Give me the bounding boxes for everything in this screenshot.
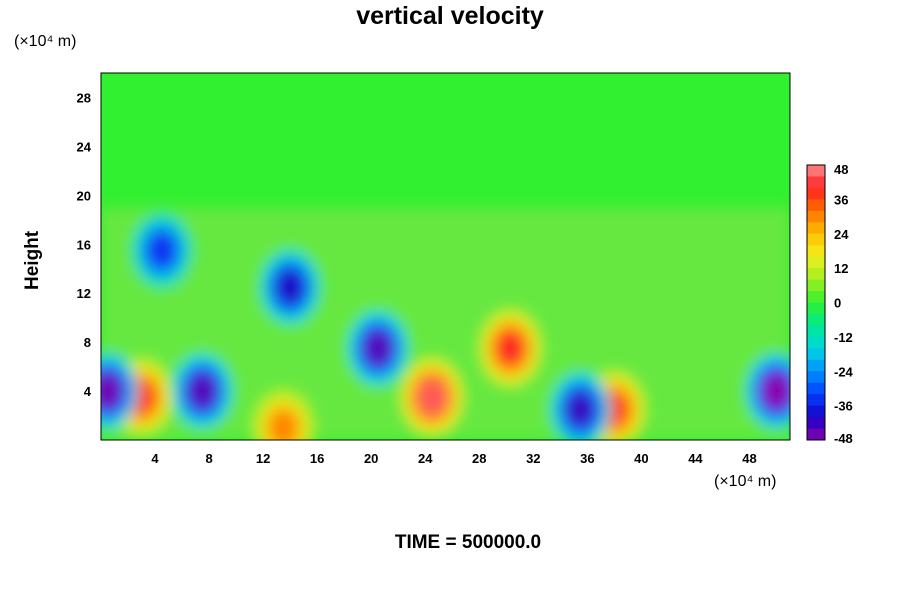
plot-area: [101, 73, 790, 440]
x-tick-label: 32: [526, 451, 540, 466]
colorbar-segment: [807, 336, 825, 349]
y-tick-label: 24: [77, 139, 92, 154]
colorbar-tick-label: -12: [834, 330, 853, 345]
x-tick-label: 4: [151, 451, 159, 466]
field-contour: [101, 372, 123, 410]
x-tick-label: 16: [310, 451, 324, 466]
colorbar-tick-label: 36: [834, 192, 848, 207]
y-tick-label: 28: [77, 90, 91, 105]
y-tick-label: 16: [77, 237, 91, 252]
field-contour: [565, 390, 596, 429]
x-tick-label: 36: [580, 451, 594, 466]
x-unit-label: (×10⁴ m): [714, 473, 777, 490]
colorbar-segment: [807, 256, 825, 269]
y-tick-label: 20: [77, 188, 91, 203]
colorbar-segment: [807, 405, 825, 418]
colorbar-segment: [807, 233, 825, 246]
colorbar-segment: [807, 325, 825, 338]
field-contour: [146, 231, 177, 270]
colorbar-segment: [807, 210, 825, 223]
colorbar-frame: [806, 164, 826, 441]
colorbar-segment: [807, 428, 825, 441]
colorbar-tick-label: 24: [834, 227, 849, 242]
colorbar-segment: [807, 199, 825, 212]
colorbar-segment: [807, 371, 825, 384]
x-tick-label: 8: [205, 451, 212, 466]
colorbar-segment: [807, 382, 825, 395]
y-tick-label: 4: [84, 384, 92, 399]
chart-title: vertical velocity: [356, 2, 544, 30]
field-contour: [761, 372, 790, 410]
x-tick-label: 28: [472, 451, 486, 466]
plot-frame: [100, 72, 791, 441]
colorbar-tick-label: 0: [834, 296, 841, 311]
x-tick-label: 44: [688, 451, 703, 466]
colorbar-segment: [807, 359, 825, 372]
field-contour: [362, 329, 393, 367]
field-contour: [275, 268, 306, 306]
y-tick-label: 12: [77, 286, 91, 301]
field-contour: [495, 329, 526, 367]
colorbar-segment: [807, 176, 825, 189]
x-tick-label: 12: [256, 451, 270, 466]
x-tick-label: 24: [418, 451, 433, 466]
colorbar-tick-label: -24: [834, 364, 854, 379]
colorbar-segment: [807, 165, 825, 177]
colorbar-tick-label: 12: [834, 261, 848, 276]
colorbar-segment: [807, 187, 825, 200]
colorbar-segment: [807, 268, 825, 281]
x-tick-label: 48: [742, 451, 756, 466]
colorbar-tick-label: -36: [834, 399, 853, 414]
colorbar-segment: [807, 291, 825, 303]
colorbar-tick-label: 48: [834, 162, 848, 177]
colorbar-segment: [807, 302, 825, 315]
colorbar-segment: [807, 394, 825, 407]
field-contour: [187, 372, 218, 410]
colorbar-segment: [807, 279, 825, 292]
field-contour: [416, 378, 447, 416]
field-contour: [268, 409, 299, 440]
y-tick-label: 8: [84, 335, 91, 350]
lower-field: [101, 207, 790, 440]
y-unit-label: (×10⁴ m): [14, 33, 77, 50]
x-tick-label: 20: [364, 451, 378, 466]
colorbar: 48 36 24 12 0 -12 -24 -36 -48: [806, 162, 854, 446]
colorbar-segment: [807, 417, 825, 430]
colorbar-segment: [807, 222, 825, 235]
colorbar-segment: [807, 348, 825, 361]
colorbar-segment: [807, 313, 825, 326]
colorbar-segment: [807, 245, 825, 258]
time-label: TIME = 500000.0: [394, 532, 542, 553]
x-tick-label: 40: [634, 451, 648, 466]
colorbar-tick-label: -48: [834, 431, 853, 446]
